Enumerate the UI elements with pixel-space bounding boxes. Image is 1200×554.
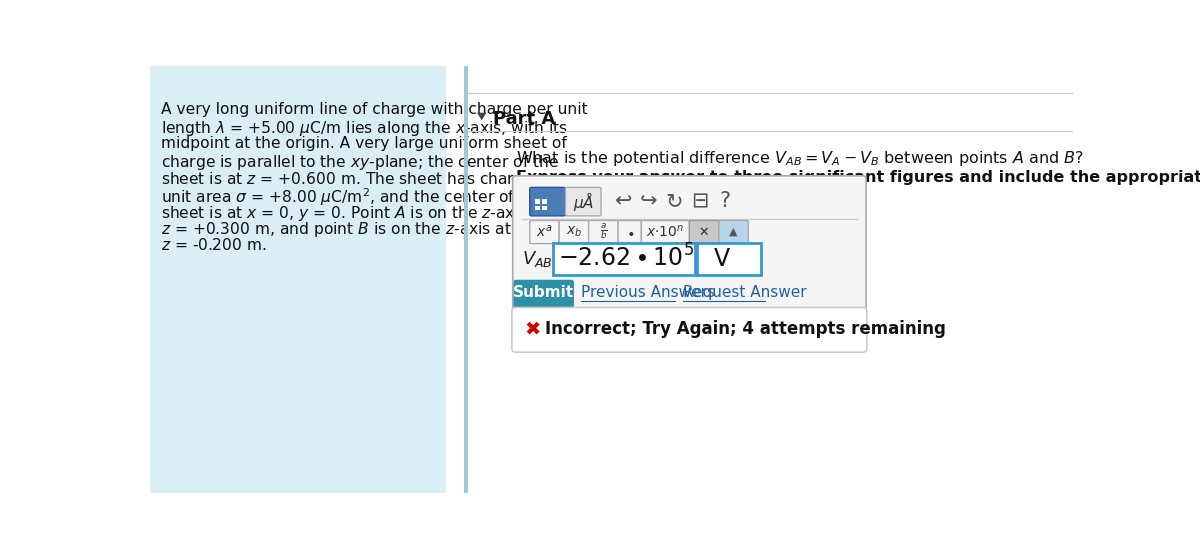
Text: $-2.62\,{\bullet}\,10^5$: $-2.62\,{\bullet}\,10^5$ <box>558 245 695 272</box>
Text: unit area $\sigma$ = +8.00 $\mu$C/m$^2$, and the center of the: unit area $\sigma$ = +8.00 $\mu$C/m$^2$,… <box>161 187 545 208</box>
Text: $\bullet$: $\bullet$ <box>625 225 634 239</box>
Text: ⊟: ⊟ <box>691 191 708 211</box>
Bar <box>542 199 547 203</box>
Text: length $\lambda$ = +5.00 $\mu$C/m lies along the $x$-axis, with its: length $\lambda$ = +5.00 $\mu$C/m lies a… <box>161 119 568 138</box>
Text: ↪: ↪ <box>640 191 658 211</box>
FancyBboxPatch shape <box>589 220 618 244</box>
FancyBboxPatch shape <box>512 176 866 351</box>
Bar <box>542 206 547 211</box>
FancyBboxPatch shape <box>512 307 866 352</box>
Text: ▲: ▲ <box>730 227 738 237</box>
FancyBboxPatch shape <box>641 220 689 244</box>
Bar <box>150 66 446 493</box>
FancyBboxPatch shape <box>719 220 749 244</box>
Text: ?: ? <box>720 191 731 211</box>
FancyBboxPatch shape <box>514 280 574 307</box>
Text: ✖: ✖ <box>524 320 540 338</box>
Bar <box>697 243 761 275</box>
Text: sheet is at $z$ = +0.600 m. The sheet has charge per: sheet is at $z$ = +0.600 m. The sheet ha… <box>161 170 565 189</box>
Text: $\mu\AA$: $\mu\AA$ <box>572 189 594 213</box>
Text: $x_b$: $x_b$ <box>565 225 582 239</box>
Text: Previous Answers: Previous Answers <box>581 285 715 300</box>
Text: sheet is at $x$ = 0, $y$ = 0. Point $\mathit{A}$ is on the $z$-axis at: sheet is at $x$ = 0, $y$ = 0. Point $\ma… <box>161 203 548 223</box>
Polygon shape <box>478 112 486 120</box>
FancyBboxPatch shape <box>529 187 565 216</box>
Text: ↩: ↩ <box>614 191 631 211</box>
FancyBboxPatch shape <box>559 220 589 244</box>
Bar <box>535 199 540 203</box>
FancyBboxPatch shape <box>565 187 601 216</box>
Text: ✕: ✕ <box>698 225 709 239</box>
FancyBboxPatch shape <box>529 220 559 244</box>
Text: $x^a$: $x^a$ <box>536 224 553 240</box>
Text: $z$ = -0.200 m.: $z$ = -0.200 m. <box>161 238 266 253</box>
Bar <box>553 243 696 275</box>
Text: What is the potential difference $V_{AB} = V_A - V_B$ between points $A$ and $B$: What is the potential difference $V_{AB}… <box>516 149 1084 168</box>
Text: Submit: Submit <box>514 285 575 300</box>
Text: $x{\cdot}10^n$: $x{\cdot}10^n$ <box>647 224 684 240</box>
Text: $\frac{a}{b}$: $\frac{a}{b}$ <box>600 222 607 242</box>
Bar <box>464 66 468 493</box>
Text: charge is parallel to the $xy$-plane; the center of the: charge is parallel to the $xy$-plane; th… <box>161 153 559 172</box>
FancyBboxPatch shape <box>618 220 641 244</box>
Text: Incorrect; Try Again; 4 attempts remaining: Incorrect; Try Again; 4 attempts remaini… <box>545 320 946 338</box>
Text: V: V <box>714 247 730 271</box>
Text: Request Answer: Request Answer <box>683 285 806 300</box>
Text: $z$ = +0.300 m, and point $\mathit{B}$ is on the $z$-axis at: $z$ = +0.300 m, and point $\mathit{B}$ i… <box>161 220 512 239</box>
FancyBboxPatch shape <box>689 220 719 244</box>
Text: midpoint at the origin. A very large uniform sheet of: midpoint at the origin. A very large uni… <box>161 136 566 151</box>
Text: Part A: Part A <box>492 110 554 129</box>
Text: A very long uniform line of charge with charge per unit: A very long uniform line of charge with … <box>161 102 588 117</box>
Bar <box>535 206 540 211</box>
Text: ↻: ↻ <box>665 191 683 211</box>
Text: $V_{AB}$ =: $V_{AB}$ = <box>522 249 572 269</box>
Text: Express your answer to three significant figures and include the appropriate uni: Express your answer to three significant… <box>516 170 1200 184</box>
